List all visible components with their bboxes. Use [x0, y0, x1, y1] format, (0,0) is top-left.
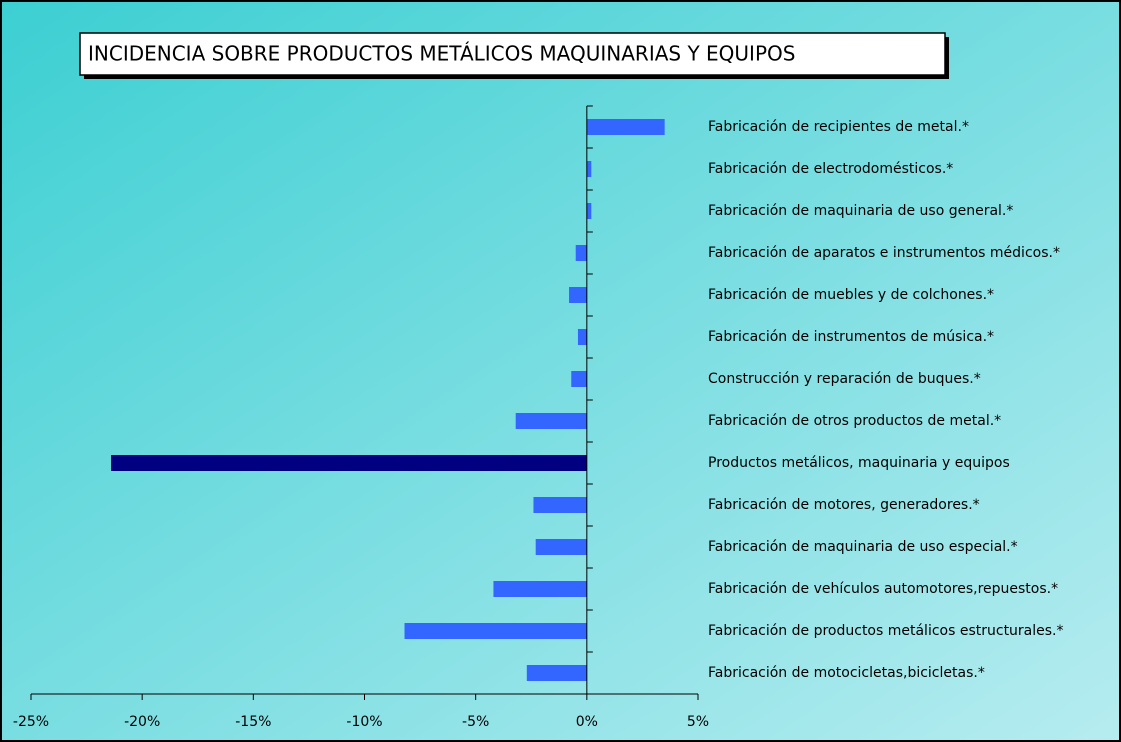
bar [586, 203, 592, 219]
bar [526, 665, 587, 681]
bar [533, 497, 587, 513]
bar [577, 329, 587, 345]
category-label: Fabricación de recipientes de metal.* [708, 119, 969, 135]
x-tick-label: -5% [462, 714, 489, 730]
x-tick-label: -25% [13, 714, 49, 730]
bar [493, 581, 587, 597]
category-label: Productos metálicos, maquinaria y equipo… [708, 455, 1010, 471]
bar [111, 455, 587, 471]
category-label: Fabricación de motocicletas,bicicletas.* [708, 665, 985, 681]
title-box [79, 32, 946, 76]
x-tick-label: 0% [576, 714, 598, 730]
bar [535, 539, 587, 555]
bar [404, 623, 587, 639]
category-label: Fabricación de electrodomésticos.* [708, 161, 953, 177]
x-tick-label: -20% [124, 714, 160, 730]
category-label: Fabricación de otros productos de metal.… [708, 413, 1001, 429]
bar [571, 371, 587, 387]
bar [569, 287, 587, 303]
bar [586, 161, 592, 177]
bar [586, 119, 665, 135]
category-label: Fabricación de vehículos automotores,rep… [708, 581, 1058, 597]
category-label: Fabricación de maquinaria de uso general… [708, 203, 1013, 219]
bar [575, 245, 587, 261]
chart-title: INCIDENCIA SOBRE PRODUCTOS METÁLICOS MAQ… [88, 42, 795, 66]
category-label: Fabricación de motores, generadores.* [708, 497, 980, 513]
x-tick-label: -15% [235, 714, 271, 730]
x-tick-label: 5% [687, 714, 709, 730]
category-label: Fabricación de productos metálicos estru… [708, 623, 1064, 639]
bar [515, 413, 587, 429]
category-label: Construcción y reparación de buques.* [708, 371, 981, 387]
category-label: Fabricación de muebles y de colchones.* [708, 287, 994, 303]
category-label: Fabricación de aparatos e instrumentos m… [708, 245, 1060, 261]
x-tick-label: -10% [346, 714, 382, 730]
category-label: Fabricación de maquinaria de uso especia… [708, 539, 1018, 555]
category-label: Fabricación de instrumentos de música.* [708, 329, 994, 345]
